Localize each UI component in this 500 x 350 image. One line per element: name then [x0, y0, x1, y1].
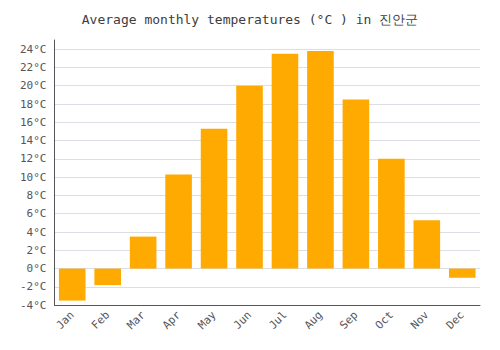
svg-text:Feb: Feb [89, 309, 112, 332]
svg-text:18°C: 18°C [20, 98, 47, 111]
svg-text:-4°C: -4°C [20, 299, 47, 312]
svg-text:16°C: 16°C [20, 116, 47, 129]
svg-text:Oct: Oct [373, 309, 396, 332]
svg-text:Nov: Nov [408, 308, 431, 331]
svg-text:Apr: Apr [160, 308, 183, 331]
svg-text:Average monthly temperatures (: Average monthly temperatures (°C ) in 진안… [82, 12, 418, 27]
svg-text:4°C: 4°C [27, 226, 47, 239]
svg-text:20°C: 20°C [20, 79, 47, 92]
svg-text:Sep: Sep [337, 309, 360, 332]
svg-text:10°C: 10°C [20, 171, 47, 184]
svg-text:14°C: 14°C [20, 134, 47, 147]
svg-text:Dec: Dec [444, 309, 467, 332]
svg-text:Jan: Jan [54, 309, 77, 332]
svg-text:12°C: 12°C [20, 152, 47, 165]
svg-text:Jul: Jul [266, 309, 289, 332]
svg-text:2°C: 2°C [27, 244, 47, 257]
svg-text:-2°C: -2°C [20, 280, 47, 293]
svg-text:Aug: Aug [302, 309, 325, 332]
svg-text:0°C: 0°C [27, 262, 47, 275]
svg-text:Jun: Jun [231, 309, 254, 332]
svg-text:May: May [195, 308, 218, 331]
svg-text:Mar: Mar [125, 308, 148, 331]
svg-text:8°C: 8°C [27, 189, 47, 202]
svg-text:6°C: 6°C [27, 207, 47, 220]
svg-text:24°C: 24°C [20, 43, 47, 56]
svg-text:22°C: 22°C [20, 61, 47, 74]
